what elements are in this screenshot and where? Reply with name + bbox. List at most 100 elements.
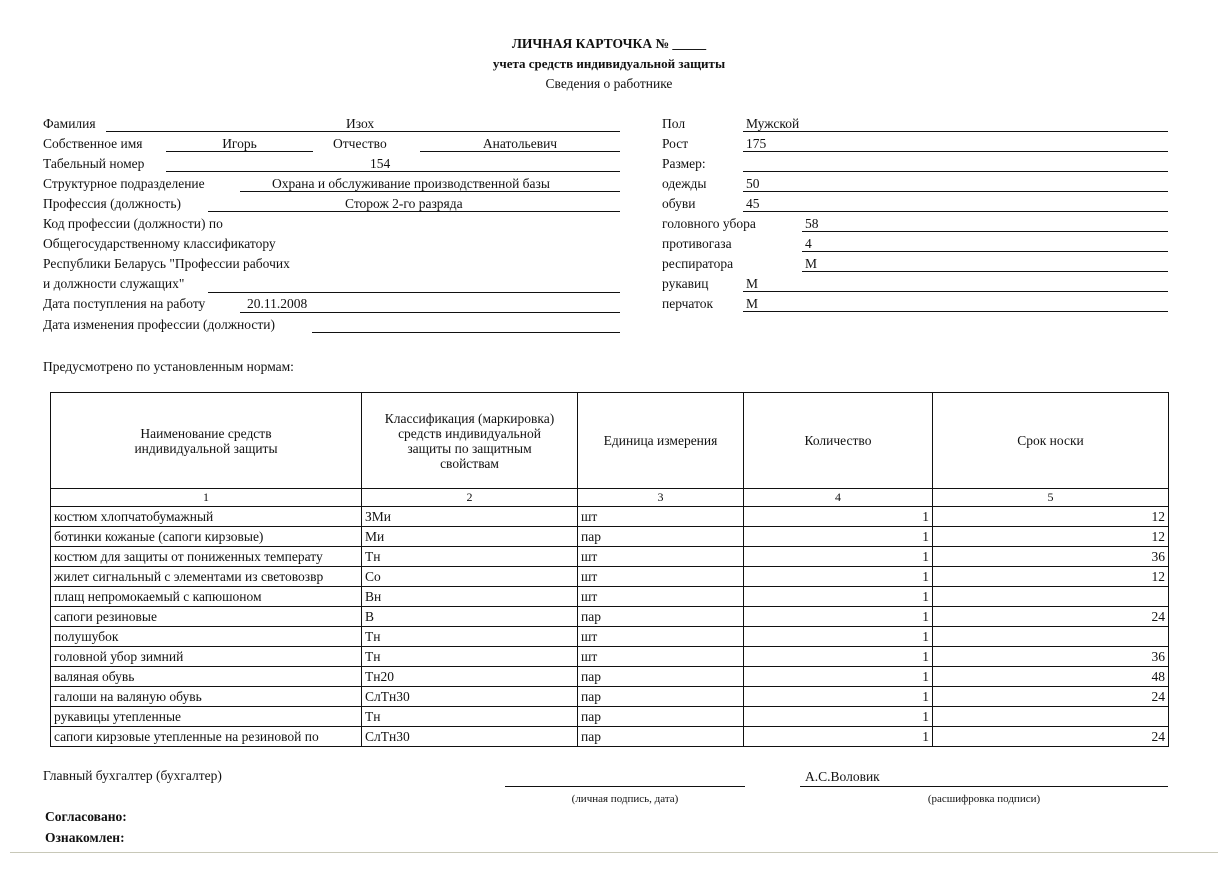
signature-caption: (личная подпись, дата)	[571, 793, 679, 805]
profession-code-label-2: Общегосударственному классификатору	[43, 236, 276, 251]
table-row: жилет сигнальный с элементами из светово…	[50, 566, 1169, 587]
item-term: 36	[932, 646, 1169, 667]
table-row: галоши на валяную обувь СлТн30 пар 1 24	[50, 686, 1169, 707]
profession-code-label-4: и должности служащих"	[43, 276, 185, 291]
item-quantity: 1	[743, 606, 933, 627]
item-quantity: 1	[743, 626, 933, 647]
item-name: жилет сигнальный с элементами из светово…	[50, 566, 362, 587]
size-field-value: М	[746, 296, 759, 311]
decoded-name: А.С.Воловик	[805, 769, 880, 784]
item-term	[932, 626, 1169, 647]
item-term	[932, 706, 1169, 727]
item-classification: Тн	[361, 546, 578, 567]
header-classification: Классификация (маркировка) средств индив…	[361, 392, 578, 489]
table-row: костюм хлопчатобумажный ЗМи шт 1 12	[50, 506, 1169, 527]
size-field-label: Пол	[662, 116, 686, 131]
col-number: 3	[577, 488, 744, 507]
item-term	[932, 586, 1169, 607]
item-classification: Вн	[361, 586, 578, 607]
item-name: костюм хлопчатобумажный	[50, 506, 362, 527]
table-row: головной убор зимний Тн шт 1 36	[50, 646, 1169, 667]
item-name: рукавицы утепленные	[50, 706, 362, 727]
table-row: ботинки кожаные (сапоги кирзовые) Ми пар…	[50, 526, 1169, 547]
accountant-label: Главный бухгалтер (бухгалтер)	[43, 768, 222, 783]
item-name: сапоги резиновые	[50, 606, 362, 627]
item-classification: Ми	[361, 526, 578, 547]
table-row: костюм для защиты от пониженных температ…	[50, 546, 1169, 567]
header-quantity: Количество	[743, 392, 933, 489]
item-term: 24	[932, 686, 1169, 707]
name-value: Игорь	[222, 136, 257, 151]
item-quantity: 1	[743, 586, 933, 607]
department-label: Структурное подразделение	[43, 176, 205, 191]
col-number: 2	[361, 488, 578, 507]
profession-code-label-1: Код профессии (должности) по	[43, 216, 223, 231]
item-classification: Тн	[361, 626, 578, 647]
item-quantity: 1	[743, 686, 933, 707]
size-field-value: Мужской	[746, 116, 800, 131]
item-unit: пар	[577, 706, 744, 727]
size-field-label: респиратора	[662, 256, 734, 271]
profession-code-label-3: Республики Беларусь "Профессии рабочих	[43, 256, 290, 271]
tab-number-label: Табельный номер	[43, 156, 145, 171]
item-term: 24	[932, 726, 1169, 747]
item-unit: шт	[577, 546, 744, 567]
item-name: костюм для защиты от пониженных температ…	[50, 546, 362, 567]
ppe-norms-table: Наименование средств индивидуальной защи…	[50, 392, 1169, 747]
hire-date-label: Дата поступления на работу	[43, 296, 206, 311]
item-term: 24	[932, 606, 1169, 627]
item-unit: шт	[577, 506, 744, 527]
decode-caption: (расшифровка подписи)	[927, 793, 1041, 805]
norms-label: Предусмотрено по установленным нормам:	[43, 359, 294, 374]
item-unit: пар	[577, 606, 744, 627]
item-quantity: 1	[743, 666, 933, 687]
table-row: полушубок Тн шт 1	[50, 626, 1169, 647]
size-field-label: обуви	[662, 196, 696, 211]
item-unit: шт	[577, 586, 744, 607]
size-field-value: 45	[746, 196, 760, 211]
header-term: Срок носки	[932, 392, 1169, 489]
item-name: полушубок	[50, 626, 362, 647]
item-quantity: 1	[743, 646, 933, 667]
document-subtitle: учета средств индивидуальной защиты	[492, 56, 726, 71]
name-label: Собственное имя	[43, 136, 143, 151]
table-row: рукавицы утепленные Тн пар 1	[50, 706, 1169, 727]
profession-label: Профессия (должность)	[43, 196, 181, 211]
item-classification: В	[361, 606, 578, 627]
item-unit: шт	[577, 626, 744, 647]
item-name: сапоги кирзовые утепленные на резиновой …	[50, 726, 362, 747]
item-quantity: 1	[743, 526, 933, 547]
item-classification: Со	[361, 566, 578, 587]
size-field-label: противогаза	[662, 236, 732, 251]
item-classification: СлТн30	[361, 726, 578, 747]
table-row: плащ непромокаемый с капюшоном Вн шт 1	[50, 586, 1169, 607]
item-classification: Тн20	[361, 666, 578, 687]
item-quantity: 1	[743, 506, 933, 527]
col-number: 4	[743, 488, 933, 507]
header-name: Наименование средств индивидуальной защи…	[50, 392, 362, 489]
item-name: плащ непромокаемый с капюшоном	[50, 586, 362, 607]
item-unit: пар	[577, 726, 744, 747]
item-unit: шт	[577, 566, 744, 587]
item-term: 12	[932, 526, 1169, 547]
item-term: 12	[932, 566, 1169, 587]
tab-number-value: 154	[370, 156, 391, 171]
section-title: Сведения о работнике	[545, 76, 673, 91]
size-field-label: Размер:	[662, 156, 706, 171]
hire-date-value: 20.11.2008	[247, 296, 308, 311]
agreed-label: Согласовано:	[45, 809, 127, 824]
item-unit: пар	[577, 526, 744, 547]
patronymic-label: Отчество	[333, 136, 387, 151]
item-unit: шт	[577, 646, 744, 667]
size-field-label: Рост	[662, 136, 689, 151]
item-quantity: 1	[743, 546, 933, 567]
acquainted-label: Ознакомлен:	[45, 830, 125, 845]
size-field-value: М	[805, 256, 818, 271]
department-value: Охрана и обслуживание производственной б…	[272, 176, 550, 191]
item-classification: Тн	[361, 646, 578, 667]
item-unit: пар	[577, 666, 744, 687]
profession-value: Сторож 2-го разряда	[345, 196, 463, 211]
size-field-label: одежды	[662, 176, 707, 191]
size-field-value: 4	[805, 236, 812, 251]
